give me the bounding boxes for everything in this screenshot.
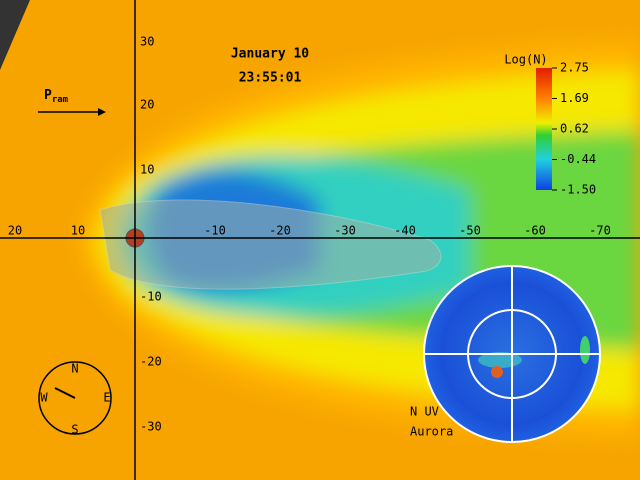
colorbar-tick-label: 1.69 (560, 91, 589, 105)
aurora-label: N UV (410, 405, 439, 419)
x-tick-label: -50 (459, 224, 481, 238)
y-tick-label: -30 (140, 420, 162, 434)
magnetosphere-surface (99, 199, 442, 290)
y-tick-label: 20 (140, 98, 154, 112)
x-tick-label: -70 (589, 224, 611, 238)
x-tick-label: -40 (394, 224, 416, 238)
compass-n: N (71, 362, 78, 376)
y-tick-label: 10 (140, 163, 154, 177)
x-tick-label: -10 (204, 224, 226, 238)
compass: N E S W (38, 361, 112, 437)
x-tick-label: -20 (269, 224, 291, 238)
x-tick-label: 10 (71, 224, 85, 238)
pressure-label: Pram (44, 88, 69, 105)
compass-s: S (71, 423, 78, 437)
colorbar-tick-label: 2.75 (560, 61, 589, 75)
corner (0, 0, 30, 70)
aurora-label: Aurora (410, 425, 453, 439)
colorbar (536, 68, 552, 190)
compass-e: E (103, 391, 110, 405)
y-tick-label: -20 (140, 355, 162, 369)
aurora-panel (423, 265, 601, 443)
pressure-arrowhead (98, 108, 106, 116)
colorbar-tick-label: -0.44 (560, 152, 596, 166)
x-tick-label: -60 (524, 224, 546, 238)
colorbar-tick-label: 0.62 (560, 122, 589, 136)
y-tick-label: -10 (140, 290, 162, 304)
y-tick-label: 30 (140, 35, 154, 49)
date: January 10 (231, 47, 309, 62)
colorbar-tick-label: -1.50 (560, 183, 596, 197)
x-tick-label: 20 (8, 224, 22, 238)
compass-w: W (40, 391, 48, 405)
x-tick-label: -30 (334, 224, 356, 238)
colorbar-title: Log(N) (504, 53, 547, 67)
time: 23:55:01 (239, 71, 302, 86)
